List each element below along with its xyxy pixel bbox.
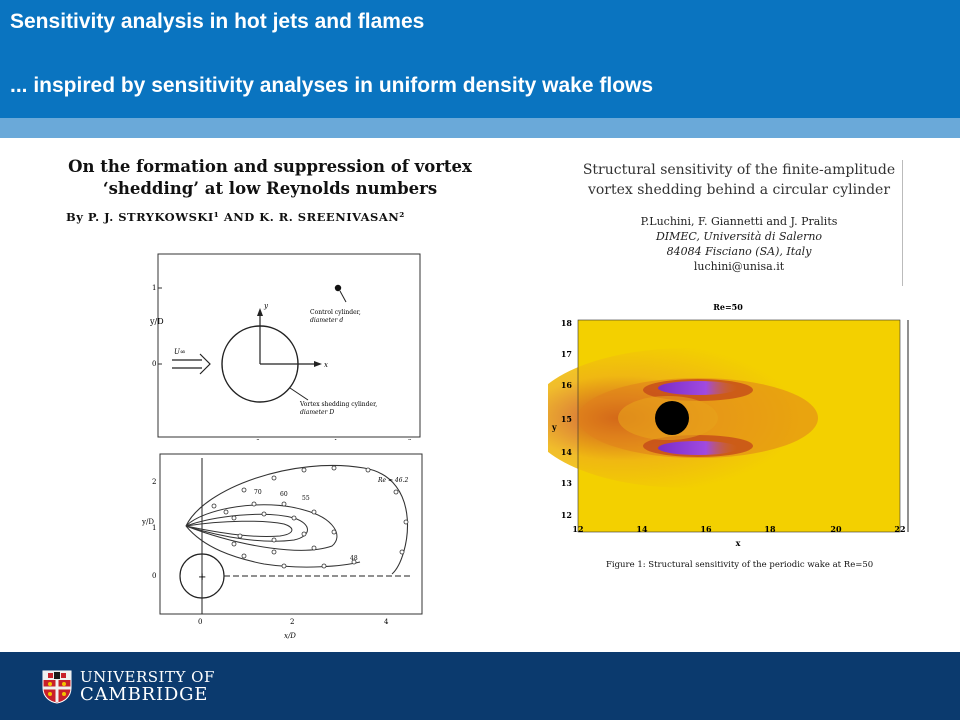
- fig2-ytick-1: 1: [152, 524, 156, 532]
- left-paper-title-line2: ‘shedding’ at low Reynolds numbers: [102, 179, 438, 198]
- slide-subtitle: ... inspired by sensitivity analyses in …: [10, 74, 654, 97]
- ytick-12: 12: [561, 510, 572, 520]
- shedding-cylinder-label-1: Vortex shedding cylinder,: [299, 401, 377, 408]
- fig1-xtick-0: 0: [256, 439, 260, 440]
- fig2-y-label: y/D: [141, 518, 154, 526]
- fig1-ytick-0: 0: [152, 360, 156, 368]
- control-cylinder-label-1: Control cylinder,: [310, 309, 361, 316]
- left-paper-heading: On the formation and suppression of vort…: [60, 156, 480, 238]
- freestream-label: U∞: [174, 348, 186, 356]
- ytick-13: 13: [561, 478, 573, 488]
- right-paper-title-line2: vortex shedding behind a circular cylind…: [587, 182, 891, 198]
- heatmap-y-label: y: [551, 422, 557, 432]
- right-paper-email: luchini@unisa.it: [693, 260, 785, 273]
- slide-title: Sensitivity analysis in hot jets and fla…: [10, 10, 425, 33]
- heatmap-caption: Figure 1: Structural sensitivity of the …: [606, 560, 874, 570]
- control-cylinder: [334, 284, 342, 292]
- lower-sensitivity-lobe: [658, 441, 738, 455]
- curve-label-60: 60: [280, 491, 288, 498]
- fig2-x-label: x/D: [284, 632, 296, 640]
- left-paper-title-line1: On the formation and suppression of vort…: [68, 157, 472, 176]
- xtick-16: 16: [700, 524, 712, 534]
- ytick-16: 16: [561, 380, 573, 390]
- fig2-cross: +: [198, 572, 206, 583]
- curve-label-48: 48: [350, 555, 358, 562]
- fig1-axis-y: y: [263, 302, 269, 310]
- footer-bar: [0, 652, 960, 720]
- control-cylinder-label-2: diameter d: [310, 317, 343, 324]
- sensitivity-heatmap: Re=50 y 18 17 16 15 14 13 12 12 14 16 18…: [548, 302, 909, 548]
- university-name-line2: CAMBRIDGE: [80, 684, 209, 705]
- sensitivity-contour-figure: y/D 2 1 0 0 2 4 x/D + 70 60 55 Re = 46.2…: [134, 448, 426, 644]
- university-logotype: UNIVERSITY OF CAMBRIDGE: [80, 668, 215, 704]
- curve-label-70: 70: [254, 489, 262, 496]
- left-paper-authors: By P. J. STRYKOWSKI¹ AND K. R. SREENIVAS…: [66, 210, 405, 224]
- right-paper-authors: P.Luchini, F. Giannetti and J. Pralits: [640, 215, 838, 228]
- fig2-xtick-4: 4: [384, 618, 389, 626]
- heatmap-x-label: x: [736, 538, 741, 548]
- xtick-18: 18: [764, 524, 776, 534]
- fig1-xtick-1: 1: [334, 439, 338, 440]
- university-name-line1: UNIVERSITY OF: [80, 668, 215, 686]
- slide-header: Sensitivity analysis in hot jets and fla…: [0, 0, 960, 118]
- xtick-14: 14: [636, 524, 648, 534]
- upper-sensitivity-lobe: [658, 381, 738, 395]
- shedding-cylinder-label-2: diameter D: [300, 409, 334, 416]
- xtick-12: 12: [572, 524, 583, 534]
- cylinder-sketch-figure: y/D 1 0 0 1 2 y x U∞ Control cylinder, d…: [150, 250, 425, 440]
- header-band: [0, 118, 960, 138]
- heatmap-title: Re=50: [713, 302, 743, 312]
- ytick-17: 17: [561, 349, 572, 359]
- cylinder-body: [655, 401, 689, 435]
- fig2-ytick-0: 0: [152, 572, 156, 580]
- right-paper-heading: Structural sensitivity of the finite-amp…: [576, 160, 903, 286]
- fig1-xtick-2: 2: [408, 439, 412, 440]
- right-paper-title-line1: Structural sensitivity of the finite-amp…: [582, 162, 896, 178]
- cambridge-crest-icon: [42, 670, 72, 704]
- curve-label-re: Re = 46.2: [377, 477, 408, 484]
- fig2-xtick-0: 0: [198, 618, 202, 626]
- ytick-15: 15: [561, 414, 572, 424]
- fig1-axis-x: x: [324, 361, 328, 369]
- ytick-14: 14: [561, 447, 573, 457]
- fig2-ytick-2: 2: [152, 478, 156, 486]
- fig2-xtick-2: 2: [290, 618, 294, 626]
- curve-label-55: 55: [302, 495, 310, 502]
- fig1-y-label: y/D: [150, 317, 164, 326]
- ytick-18: 18: [561, 318, 573, 328]
- right-paper-affil-1: DIMEC, Università di Salerno: [655, 230, 823, 243]
- xtick-20: 20: [830, 524, 842, 534]
- xtick-22: 22: [894, 524, 905, 534]
- right-paper-affil-2: 84084 Fisciano (SA), Italy: [666, 245, 812, 258]
- fig1-ytick-1: 1: [152, 284, 156, 292]
